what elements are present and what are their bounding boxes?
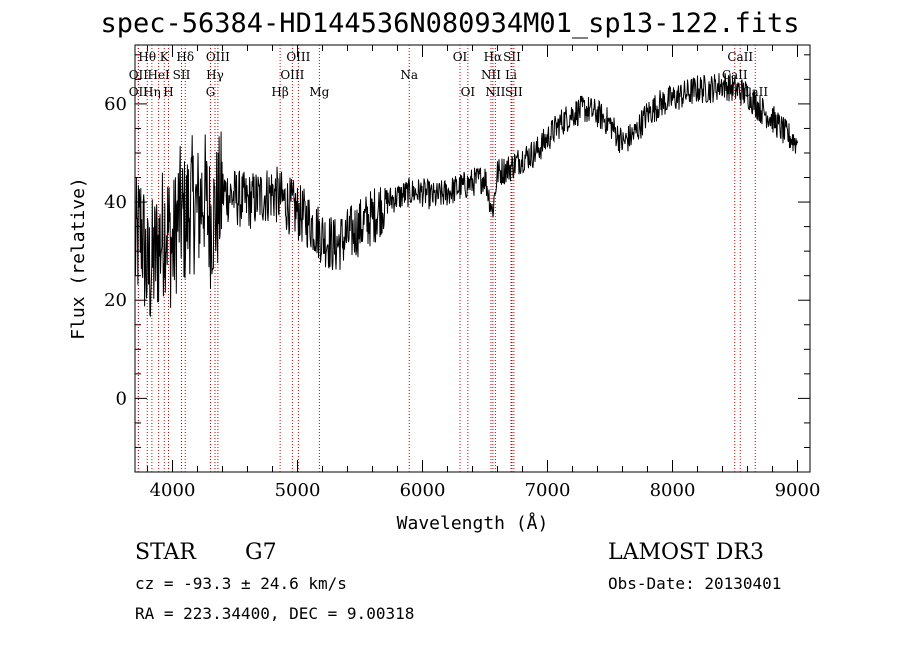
object-class: STAR (135, 540, 196, 565)
line-marker-label: OII (129, 85, 149, 99)
line-marker-label: HeI (147, 68, 170, 82)
line-marker-label: SII (503, 50, 521, 64)
redshift-cz: cz = -93.3 ± 24.6 km/s (135, 574, 347, 593)
line-marker-label: H (163, 85, 173, 99)
line-marker-label: Li (505, 68, 517, 82)
line-marker-label: CaII (727, 50, 753, 64)
line-marker-label: SII (505, 85, 523, 99)
line-marker-label: CaII (742, 85, 768, 99)
y-tick-label: 20 (104, 290, 127, 311)
line-marker-label: OII (129, 68, 149, 82)
x-tick-label: 8000 (650, 480, 696, 501)
line-marker-label: OI (453, 50, 468, 64)
line-marker-label: Hβ (271, 85, 288, 99)
survey-name: LAMOST DR3 (608, 540, 764, 565)
line-marker-label: OIII (286, 50, 310, 64)
ra-dec: RA = 223.34400, DEC = 9.00318 (135, 604, 415, 623)
y-tick-label: 40 (104, 192, 127, 213)
line-marker-label: SII (173, 68, 191, 82)
x-tick-label: 7000 (525, 480, 571, 501)
spectrum-line (134, 73, 798, 318)
line-marker-label: K (160, 50, 170, 64)
observation-date: Obs-Date: 20130401 (608, 574, 782, 593)
x-tick-label: 9000 (775, 480, 821, 501)
line-marker-label: NII (481, 68, 501, 82)
object-subclass: G7 (245, 540, 277, 565)
line-marker-label: OIII (280, 68, 304, 82)
chart-title: spec-56384-HD144536N080934M01_sp13-122.f… (100, 8, 800, 39)
y-tick-label: 0 (116, 388, 127, 409)
plot-frame (134, 44, 811, 473)
x-axis-label: Wavelength (Å) (397, 512, 549, 534)
line-marker-label: G (206, 85, 216, 99)
line-marker-label: Hη (143, 85, 161, 99)
line-marker-label: OIII (206, 50, 230, 64)
line-marker-label: Hα (484, 50, 503, 64)
line-marker-label: Mg (309, 85, 329, 99)
x-tick-label: 5000 (275, 480, 321, 501)
y-tick-label: 60 (104, 94, 127, 115)
x-tick-label: 4000 (150, 480, 196, 501)
x-tick-label: 6000 (400, 480, 446, 501)
line-marker-label: Na (400, 68, 418, 82)
line-marker-label: NII (485, 85, 505, 99)
line-marker-label: Hδ (176, 50, 194, 64)
y-axis-label: Flux (relative) (68, 177, 89, 340)
line-marker-label: Hθ (138, 50, 156, 64)
line-marker-label: Hγ (206, 68, 224, 82)
line-marker-label: OI (461, 85, 476, 99)
